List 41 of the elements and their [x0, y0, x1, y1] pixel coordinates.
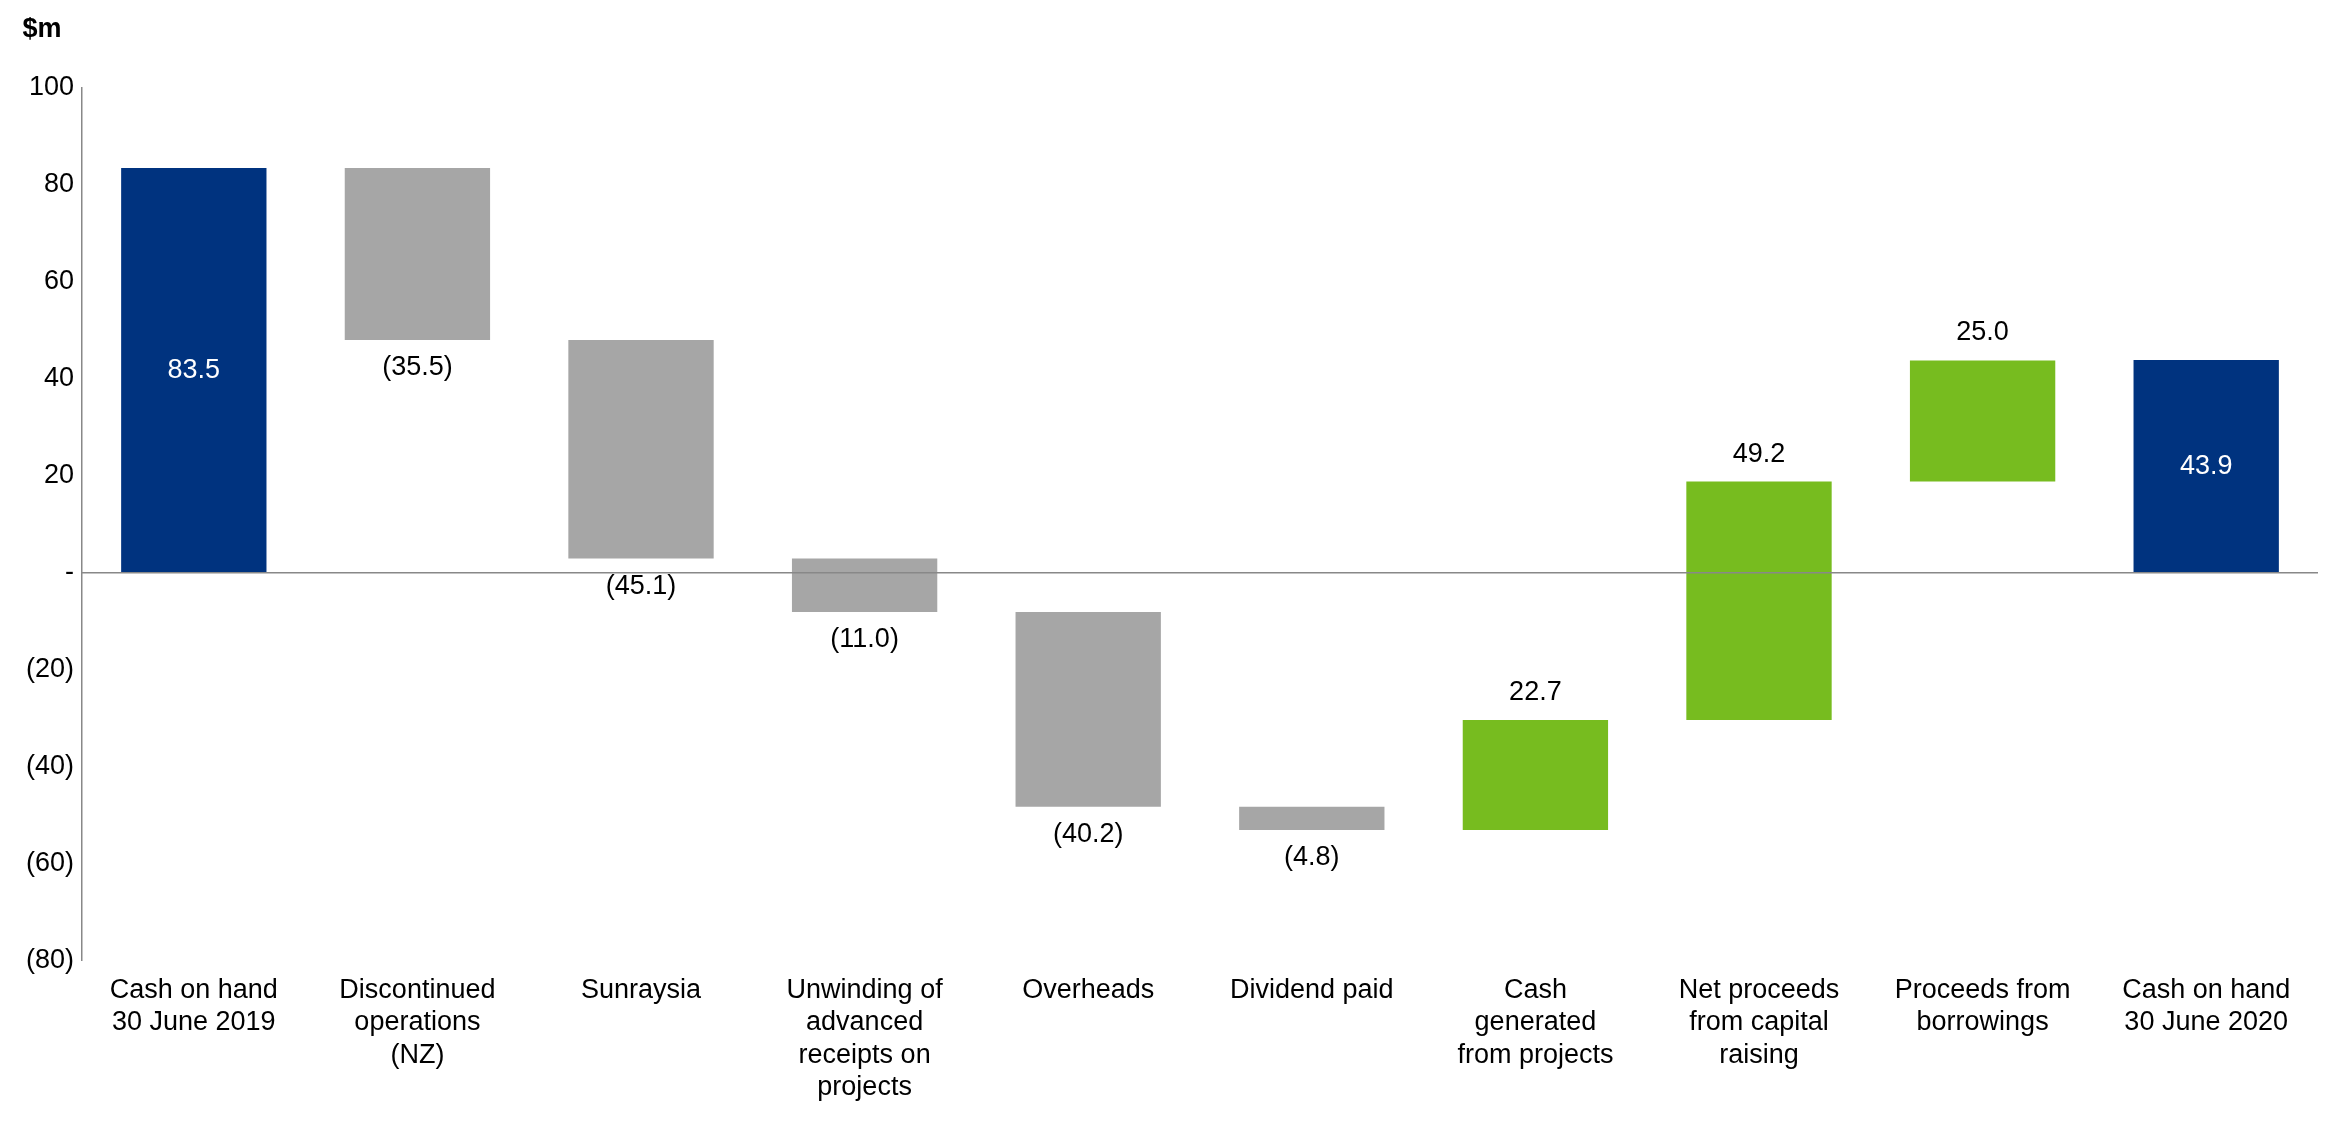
x-tick-label: Cash on hand 30 June 2020 — [2122, 974, 2291, 1037]
y-tick-label: (60) — [26, 846, 75, 877]
y-tick-label: (20) — [26, 653, 75, 684]
bar — [1015, 611, 1161, 807]
bar — [791, 558, 938, 612]
x-tick-label: Unwinding of advanced receipts on projects — [786, 974, 944, 1102]
x-tick-label: Discontinued operations (NZ) — [339, 974, 496, 1069]
y-tick-label: (80) — [26, 943, 75, 974]
bar — [121, 167, 267, 573]
bar — [1462, 720, 1609, 831]
data-label: (40.2) — [1052, 817, 1124, 848]
x-tick-label: Cash generated from projects — [1457, 974, 1614, 1069]
x-tick-label: Overheads — [1022, 974, 1155, 1005]
x-tick-label: Sunraysia — [580, 974, 703, 1005]
x-tick-label: Net proceeds from capital raising — [1678, 974, 1840, 1069]
y-tick-label: 80 — [43, 168, 75, 199]
y-tick-label: 20 — [43, 459, 75, 490]
bar — [1686, 481, 1832, 721]
y-tick-label: - — [65, 556, 75, 587]
bar — [1909, 360, 2056, 482]
bar — [344, 167, 491, 341]
data-label: 43.9 — [2179, 449, 2233, 480]
data-label: 22.7 — [1509, 675, 1562, 706]
data-label: 83.5 — [167, 353, 221, 384]
x-tick-label: Proceeds from borrowings — [1894, 974, 2071, 1037]
y-axis-title: $m — [22, 12, 62, 43]
bar — [1239, 806, 1385, 831]
data-label: (11.0) — [830, 622, 899, 653]
y-tick-label: (40) — [26, 749, 75, 780]
data-label: (45.1) — [605, 569, 677, 600]
y-tick-label: 60 — [43, 265, 75, 296]
x-tick-label: Cash on hand 30 June 2019 — [109, 974, 278, 1037]
bar — [2133, 359, 2279, 573]
y-tick-label: 100 — [28, 71, 75, 102]
bar — [568, 340, 714, 559]
data-label: (4.8) — [1284, 840, 1340, 871]
y-tick-label: 40 — [43, 362, 75, 393]
data-label: 49.2 — [1732, 437, 1786, 468]
data-label: (35.5) — [382, 350, 453, 381]
x-tick-label: Dividend paid — [1230, 974, 1394, 1005]
data-label: 25.0 — [1956, 316, 2009, 347]
